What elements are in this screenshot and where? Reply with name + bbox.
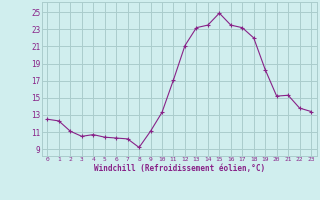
X-axis label: Windchill (Refroidissement éolien,°C): Windchill (Refroidissement éolien,°C) [94, 164, 265, 173]
